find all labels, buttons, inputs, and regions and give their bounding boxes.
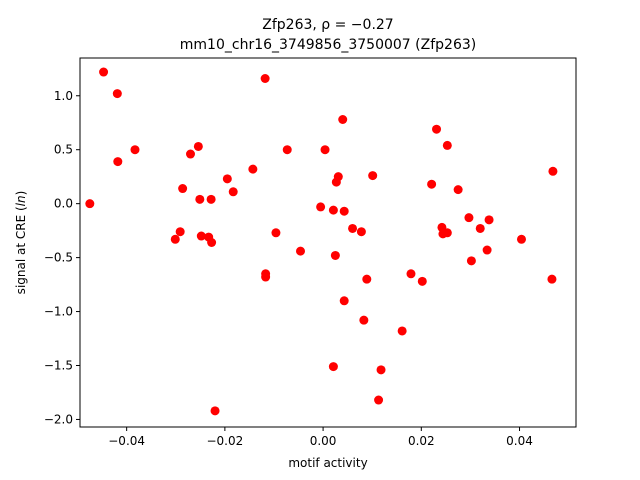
data-point (516, 234, 526, 244)
data-point (376, 365, 386, 375)
x-tick-label: 0.04 (506, 434, 533, 448)
data-point (175, 227, 185, 237)
data-point (330, 250, 340, 260)
x-tick-label: −0.02 (206, 434, 243, 448)
data-point (328, 362, 338, 372)
data-point (362, 274, 372, 284)
data-point (296, 246, 305, 256)
chart-title-line2: mm10_chr16_3749856_3750007 (Zfp263) (180, 37, 476, 53)
y-tick-label: 1.0 (54, 89, 73, 103)
data-point (432, 124, 442, 134)
data-point (210, 406, 220, 416)
plot-area (80, 58, 576, 427)
data-point (466, 256, 476, 266)
data-point (196, 231, 206, 241)
data-point (368, 171, 378, 181)
y-tick-label: −1.0 (44, 305, 73, 319)
y-tick-label: −0.5 (44, 251, 73, 265)
data-point (195, 194, 205, 204)
y-tick-label: −1.5 (44, 359, 73, 373)
data-point (222, 174, 232, 184)
data-point (328, 205, 338, 215)
data-point (260, 74, 270, 83)
y-tick-label: 0.0 (54, 197, 73, 211)
data-point (99, 67, 109, 77)
data-point (207, 238, 217, 247)
data-point (320, 145, 330, 155)
data-point (112, 89, 122, 99)
y-tick-label: 0.5 (54, 143, 73, 157)
data-point (333, 172, 343, 182)
data-point (442, 140, 452, 150)
x-axis-ticks: −0.04 −0.02 0.00 0.02 0.04 (108, 427, 533, 448)
data-point (359, 315, 369, 325)
x-tick-label: −0.04 (108, 434, 145, 448)
data-point (130, 145, 140, 155)
data-point (178, 184, 188, 194)
data-point (248, 164, 258, 174)
data-point (406, 269, 416, 279)
data-point (113, 157, 123, 167)
data-point (170, 234, 180, 244)
data-point (484, 215, 494, 225)
data-point (316, 202, 326, 212)
data-point (271, 228, 281, 238)
data-point (464, 213, 474, 223)
data-point (548, 166, 558, 176)
data-point (85, 199, 95, 209)
data-point (206, 194, 216, 204)
plot-frame (79, 57, 577, 428)
data-point (261, 272, 271, 282)
y-axis-ticks: −2.0 −1.5 −1.0 −0.5 0.0 0.5 1.0 (44, 89, 80, 426)
data-point (186, 149, 195, 159)
data-point (282, 145, 292, 155)
data-point (482, 245, 492, 255)
data-point (339, 206, 349, 216)
data-point (417, 276, 427, 286)
x-tick-label: 0.02 (408, 434, 435, 448)
data-point (442, 228, 452, 238)
data-point (339, 296, 349, 306)
chart-title-line1: Zfp263, ρ = −0.27 (262, 17, 393, 33)
data-point (338, 115, 348, 124)
data-point (228, 187, 238, 197)
data-point (475, 223, 485, 233)
data-point (348, 223, 358, 233)
data-point (397, 326, 407, 336)
data-point (427, 179, 437, 189)
data-point (547, 274, 557, 284)
y-tick-label: −2.0 (44, 412, 73, 426)
x-tick-label: 0.00 (310, 434, 337, 448)
y-axis-label: signal at CRE (ln) (14, 191, 28, 295)
data-point (356, 227, 366, 237)
data-point (193, 141, 203, 151)
data-point (374, 395, 384, 405)
x-axis-label: motif activity (288, 456, 367, 470)
data-point (453, 185, 463, 195)
data-points (85, 67, 558, 416)
